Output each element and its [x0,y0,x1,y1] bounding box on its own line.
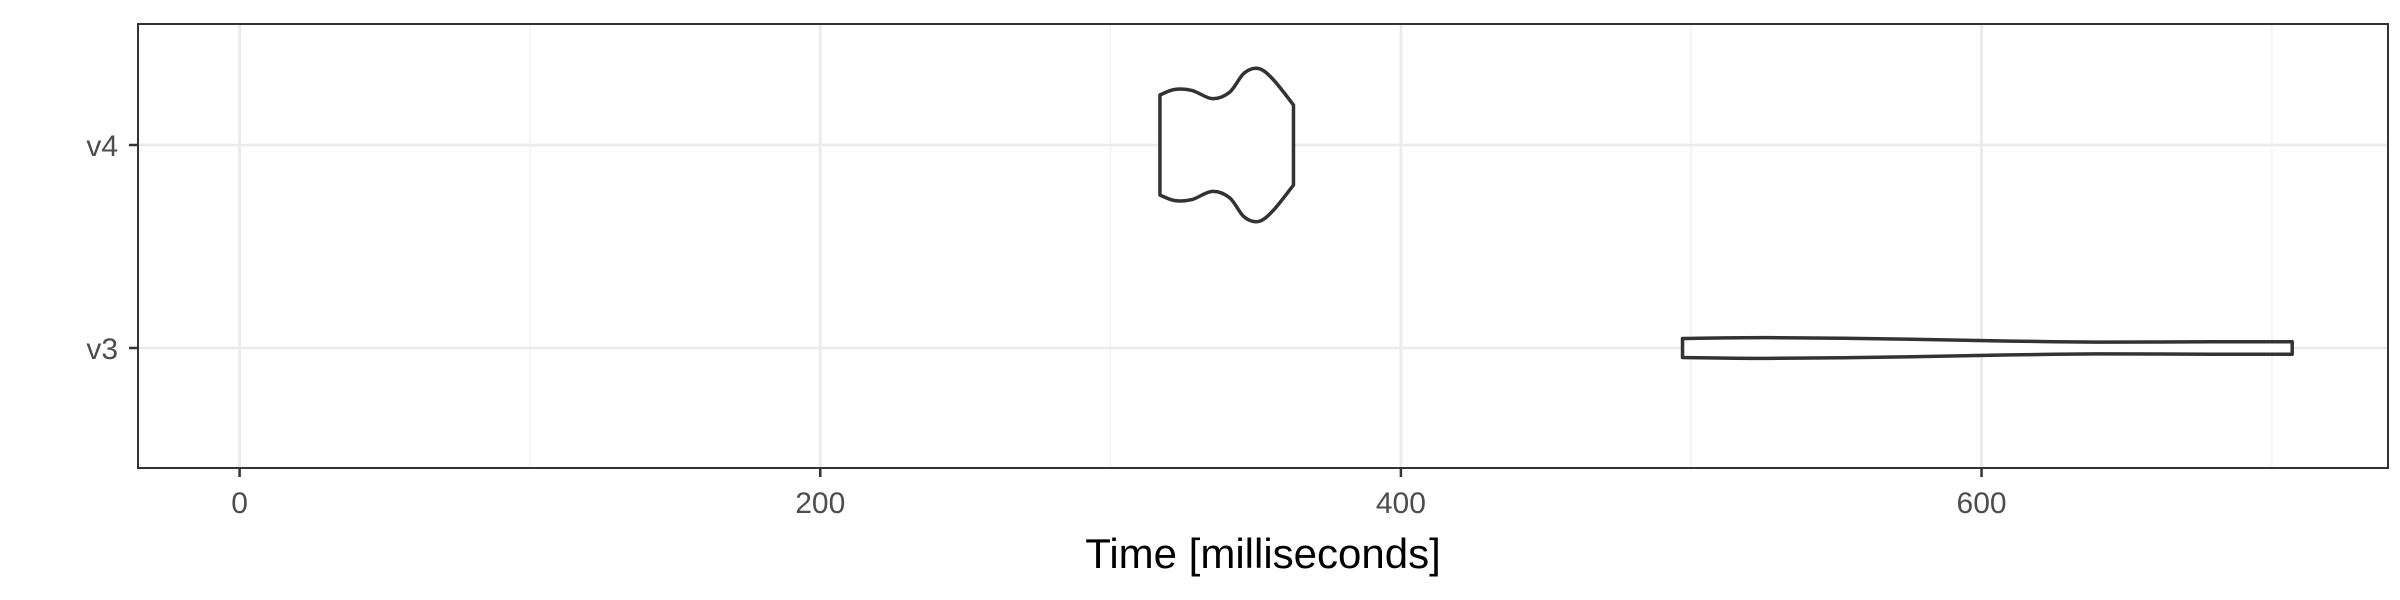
violin-v4 [1158,66,1296,224]
x-tick-label: 600 [1957,487,2007,520]
axes: 0 200 400 600 v3 v4 [86,130,2006,520]
x-axis-title: Time [milliseconds] [1085,530,1441,577]
panel-border [137,23,2389,469]
y-tick-label: v4 [86,130,118,163]
x-tick-label: 400 [1376,487,1426,520]
x-tick-label: 200 [795,487,845,520]
y-tick-label: v3 [86,333,118,366]
x-tick-label: 0 [231,487,248,520]
violins [1158,66,2294,361]
violin-v3 [1680,335,2294,361]
minor-gridlines [529,24,2273,468]
